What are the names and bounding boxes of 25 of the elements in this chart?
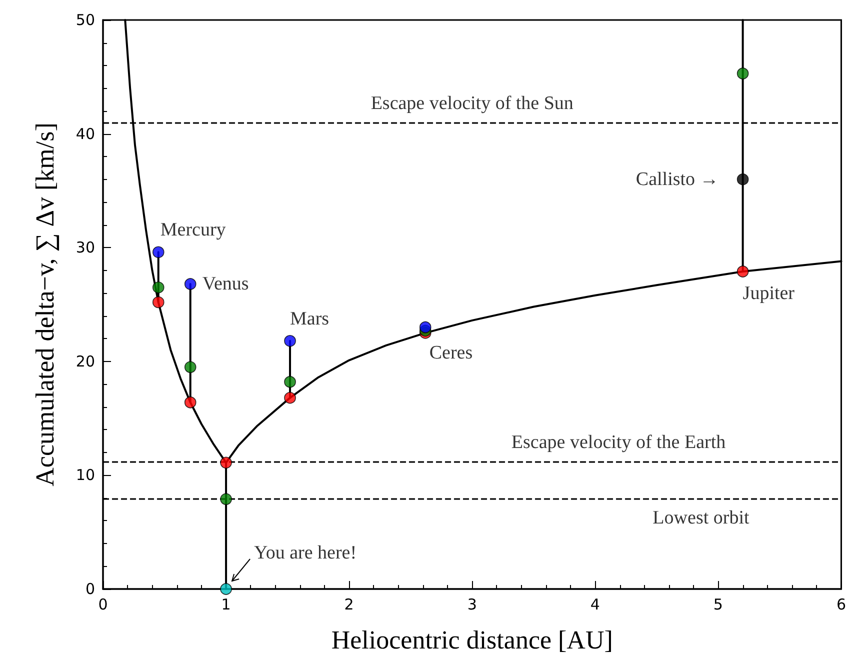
y-tick-label: 20 bbox=[76, 352, 95, 370]
x-tick-label: 4 bbox=[590, 596, 600, 614]
annotation: Lowest orbit bbox=[652, 508, 750, 529]
annotation: Ceres bbox=[429, 342, 473, 364]
annotation: Escape velocity of the Sun bbox=[370, 92, 574, 114]
x-tick-label: 6 bbox=[836, 596, 846, 614]
x-tick-label: 5 bbox=[713, 596, 723, 614]
x-tick-label: 2 bbox=[344, 596, 354, 614]
y-tick-label: 40 bbox=[76, 124, 95, 143]
y-axis-title: Accumulated delta−v, ∑ Δv [km/s] bbox=[30, 122, 60, 486]
annotation: Escape velocity of the Earth bbox=[511, 432, 726, 454]
annotation: Callisto → bbox=[636, 168, 719, 190]
x-tick-label: 0 bbox=[98, 596, 108, 614]
x-tick-label: 1 bbox=[221, 596, 231, 614]
y-tick-label: 10 bbox=[76, 466, 95, 484]
y-tick-label: 30 bbox=[76, 238, 95, 257]
y-tick-label: 50 bbox=[76, 11, 95, 29]
x-tick-label: 3 bbox=[467, 596, 477, 614]
x-axis-title: Heliocentric distance [AU] bbox=[331, 626, 613, 654]
annotation: Jupiter bbox=[742, 283, 796, 304]
annotation: Mercury bbox=[160, 220, 226, 241]
y-tick-label: 0 bbox=[85, 580, 95, 598]
annotation: Mars bbox=[290, 308, 330, 330]
annotation: You are here! bbox=[254, 542, 357, 564]
annotation: Venus bbox=[202, 274, 249, 295]
